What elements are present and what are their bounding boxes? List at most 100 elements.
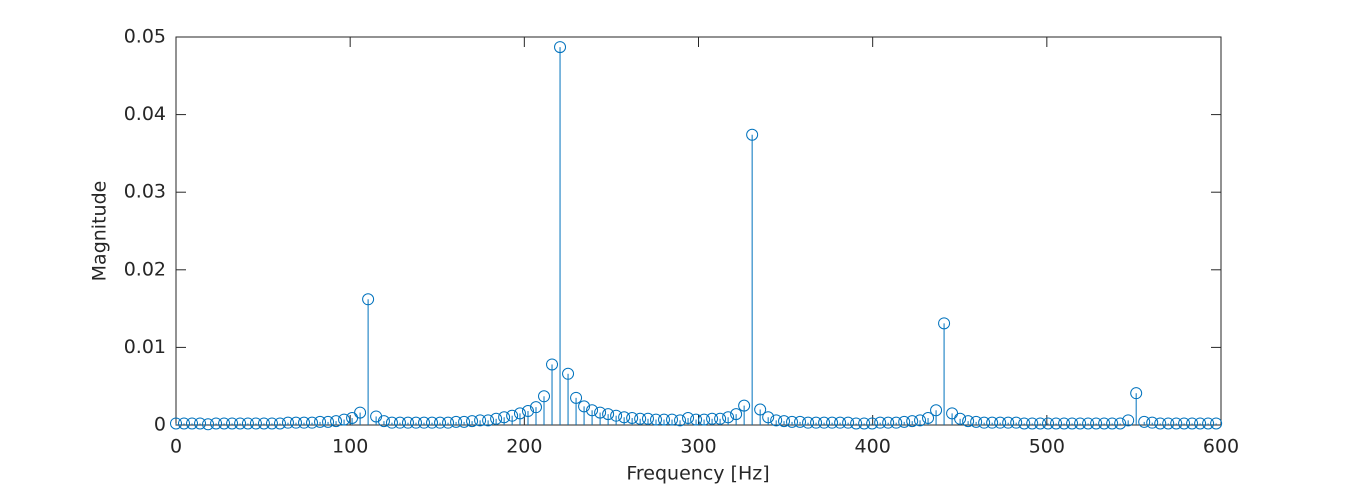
stem-marker — [1050, 417, 1063, 430]
stem-marker — [770, 414, 783, 427]
stem-marker — [377, 415, 390, 428]
stem-marker — [682, 412, 695, 425]
stem-marker — [698, 413, 711, 426]
stem-marker — [570, 391, 583, 404]
stem-marker — [401, 416, 414, 429]
stem-marker — [746, 128, 759, 141]
stem-marker — [882, 416, 895, 429]
stem-marker — [202, 418, 215, 431]
stem-marker — [385, 416, 398, 429]
stem-marker — [826, 416, 839, 429]
stem-marker — [426, 416, 439, 429]
stem-marker — [1074, 417, 1087, 430]
x-tick-label: 200 — [506, 436, 542, 458]
stem-marker — [1002, 416, 1015, 429]
stem-marker — [210, 417, 223, 430]
stem-marker — [1058, 417, 1071, 430]
stem-marker — [1210, 417, 1223, 430]
stem-marker — [1066, 417, 1079, 430]
stem-marker — [690, 413, 703, 426]
stem-marker — [354, 406, 367, 419]
x-tick-label: 100 — [332, 436, 368, 458]
stem-marker — [290, 416, 303, 429]
stem-marker — [794, 415, 807, 428]
stem-marker — [218, 417, 231, 430]
x-tick-label: 600 — [1203, 436, 1239, 458]
stem-marker — [1010, 416, 1023, 429]
stem-marker — [1202, 417, 1215, 430]
stem-marker — [194, 417, 207, 430]
stem-marker — [306, 416, 319, 429]
x-tick-label: 500 — [1029, 436, 1065, 458]
stem-marker — [450, 415, 463, 428]
x-tick-label: 400 — [855, 436, 891, 458]
stem-marker — [506, 409, 519, 422]
stem-marker — [586, 404, 599, 417]
stem-marker — [298, 416, 311, 429]
stem-marker — [810, 416, 823, 429]
stem-marker — [866, 417, 879, 430]
stem-marker — [458, 415, 471, 428]
stem-marker — [626, 412, 639, 425]
stem-marker — [898, 415, 911, 428]
stem-marker — [738, 399, 751, 412]
y-tick-label: 0.02 — [124, 258, 166, 280]
stem-marker — [602, 408, 615, 421]
stem-marker — [513, 407, 526, 420]
stem-marker — [978, 416, 991, 429]
stem-marker — [1122, 414, 1135, 427]
stem-marker — [594, 406, 607, 419]
stem-marker — [314, 415, 327, 428]
stem-marker — [234, 417, 247, 430]
stem-marker — [658, 413, 671, 426]
stem-marker — [618, 411, 631, 424]
stem-marker — [970, 415, 983, 428]
stem-marker — [1162, 417, 1175, 430]
stem-marker — [490, 412, 503, 425]
stem-marker — [754, 403, 767, 416]
x-tick-label: 0 — [170, 436, 182, 458]
stem-marker — [714, 412, 727, 425]
stem-marker — [1098, 417, 1111, 430]
stem-marker — [546, 358, 559, 371]
stem-marker — [257, 417, 270, 430]
stem-marker — [1146, 416, 1159, 429]
stem-marker — [393, 416, 406, 429]
stem-marker — [1106, 417, 1119, 430]
stem-marker — [554, 41, 567, 54]
stem-marker — [986, 416, 999, 429]
stem-marker — [722, 411, 735, 424]
stem-marker — [338, 413, 351, 426]
stem-marker — [634, 412, 647, 425]
stem-marker — [1090, 417, 1103, 430]
stem-marker — [1034, 417, 1047, 430]
stem-marker — [1186, 417, 1199, 430]
stem-marker — [178, 417, 191, 430]
stem-marker — [482, 414, 495, 427]
stem-marker — [226, 417, 239, 430]
stem-marker — [521, 405, 534, 418]
stem-marker — [954, 412, 967, 425]
plot-box — [175, 36, 1222, 426]
stem-marker — [706, 412, 719, 425]
stem-marker — [858, 417, 871, 430]
stem-marker — [186, 417, 199, 430]
stem-marker — [410, 416, 423, 429]
stem-marker — [170, 417, 182, 430]
stem-marker — [1194, 417, 1207, 430]
stem-marker — [578, 400, 591, 413]
stem-marker — [1138, 415, 1151, 428]
stem-marker — [874, 416, 887, 429]
stem-marker — [962, 415, 975, 428]
stem-marker — [1170, 417, 1183, 430]
stem-marker — [802, 416, 815, 429]
stem-marker — [562, 367, 575, 380]
stem-marker — [1130, 387, 1143, 400]
stem-marker — [362, 293, 375, 306]
stem-marker — [906, 415, 919, 428]
stem-marker — [1018, 417, 1031, 430]
stem-marker — [994, 416, 1007, 429]
stem-marker — [641, 412, 654, 425]
stem-marker — [322, 415, 335, 428]
